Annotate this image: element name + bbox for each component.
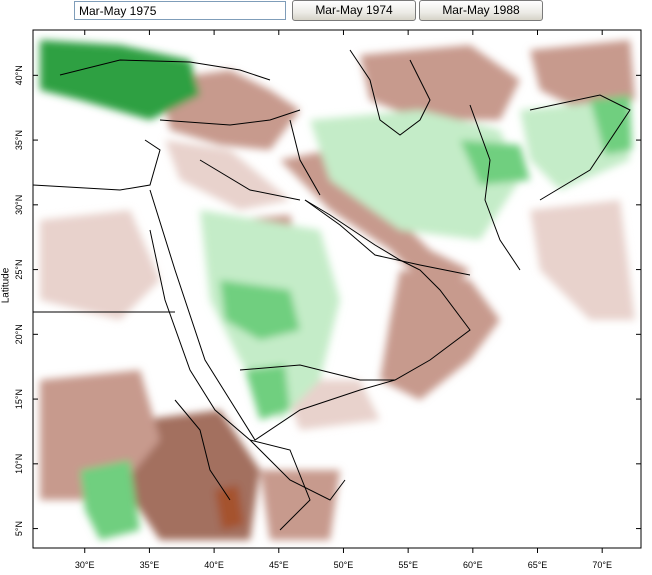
wet-anomaly-horn	[80, 460, 140, 540]
border-sudan-ethiopia	[174, 399, 231, 501]
x-tick-label: 40°E	[204, 560, 224, 570]
dry-anomaly-north-iran	[360, 45, 520, 120]
border-iran-east	[469, 104, 521, 271]
dry-anomaly-zagros	[280, 150, 470, 300]
x-tick-label: 55°E	[398, 560, 418, 570]
x-tick-label: 35°E	[140, 560, 160, 570]
y-tick-label: 20°N	[14, 324, 24, 344]
coastline-black-sea	[59, 59, 271, 81]
wet-anomaly-turkey	[40, 40, 200, 120]
border-ethiopia-somalia	[249, 439, 311, 531]
coastline-caspian	[349, 49, 431, 136]
dry-anomaly-somalia	[260, 470, 340, 540]
x-tick-label: 65°E	[528, 560, 548, 570]
border-turkey-south	[159, 109, 301, 126]
period-input[interactable]	[74, 1, 286, 20]
x-axis: 30°E 35°E 40°E 45°E 50°E 55°E 60°E 65°E 70°E	[75, 30, 612, 570]
wet-anomaly-hejaz	[220, 280, 300, 340]
border-iraq-iran	[289, 119, 321, 196]
x-tick-label: 30°E	[75, 560, 95, 570]
y-tick-label: 15°N	[14, 389, 24, 409]
previous-period-button[interactable]: Mar-May 1974	[292, 0, 416, 21]
dry-anomaly-sahara	[40, 210, 160, 320]
dry-anomaly-central-asia	[530, 40, 635, 110]
x-tick-label: 60°E	[463, 560, 483, 570]
coastline-arabia	[149, 189, 471, 441]
next-period-button[interactable]: Mar-May 1988	[419, 0, 543, 21]
y-tick-label: 10°N	[14, 454, 24, 474]
dry-anomaly-levant	[165, 140, 290, 210]
y-tick-label: 5°N	[14, 521, 24, 536]
anomaly-field	[33, 30, 641, 548]
wet-anomaly-hindukush	[590, 95, 632, 155]
coastline-mediterranean	[32, 139, 161, 191]
x-tick-label: 70°E	[592, 560, 612, 570]
plot-frame	[32, 29, 642, 549]
wet-anomaly-khorasan	[460, 140, 530, 185]
y-tick-label: 25°N	[14, 260, 24, 280]
x-tick-label: 50°E	[334, 560, 354, 570]
y-axis-label: Latitude	[0, 267, 12, 304]
border-saudi-yemen	[239, 364, 395, 381]
coastline-persian-gulf	[304, 199, 471, 276]
dry-anomaly-pakistan	[530, 200, 635, 320]
border-afghanistan	[529, 94, 631, 201]
y-tick-label: 35°N	[14, 130, 24, 150]
y-tick-label: 30°N	[14, 195, 24, 215]
y-tick-label: 40°N	[14, 65, 24, 85]
country-borders	[32, 49, 631, 531]
dry-anomaly-ethiopia-core	[215, 485, 244, 530]
toolbar: Mar-May 1974 Mar-May 1988	[0, 0, 652, 26]
wet-anomaly-asir	[245, 365, 290, 420]
dry-anomaly-oman	[380, 270, 500, 400]
x-tick-label: 45°E	[269, 560, 289, 570]
y-axis: 5°N 10°N 15°N 20°N 25°N 30°N 35°N 40°N	[14, 65, 641, 536]
border-syria	[199, 159, 301, 201]
